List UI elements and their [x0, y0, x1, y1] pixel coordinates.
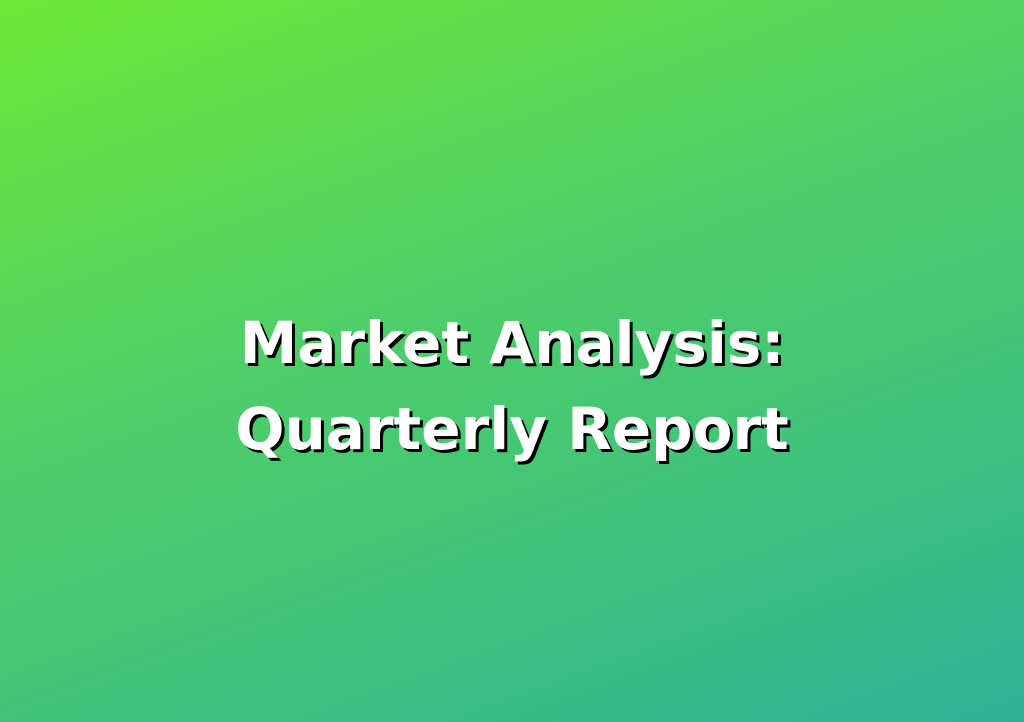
slide-title: Market Analysis: Quarterly Report: [0, 300, 1024, 472]
title-line-2: Quarterly Report: [235, 395, 789, 463]
title-line-1: Market Analysis:: [239, 309, 785, 377]
